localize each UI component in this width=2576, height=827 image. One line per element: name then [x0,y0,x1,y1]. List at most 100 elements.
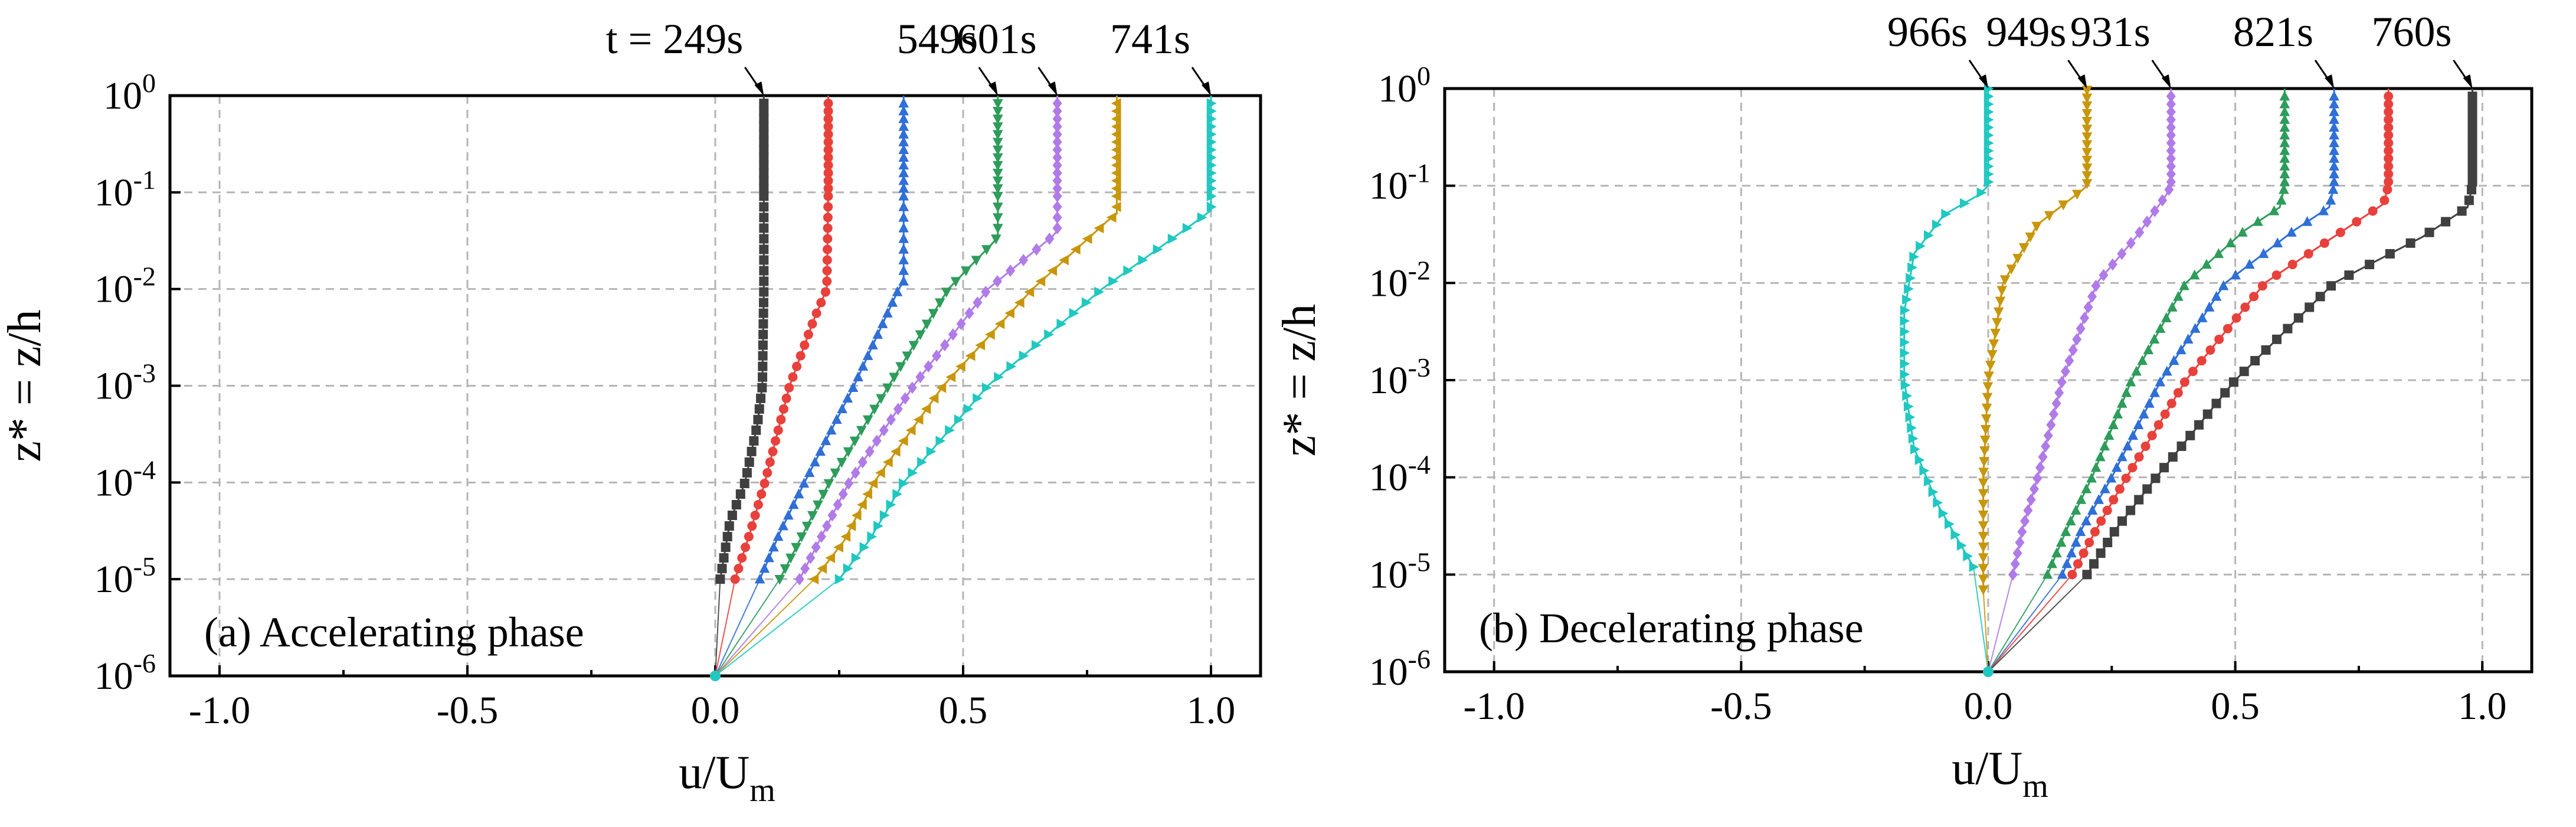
data-point [801,521,813,532]
data-point [1983,145,1994,156]
data-point [2384,107,2394,117]
data-point [788,499,799,509]
data-point [2276,194,2287,205]
data-point [2065,515,2076,525]
data-point [2116,397,2127,408]
data-point [1206,106,1217,117]
data-point [757,383,767,393]
data-point [2223,323,2233,334]
data-point [2365,260,2375,270]
data-point [2188,367,2198,377]
data-point [823,129,833,139]
data-point [2344,270,2354,280]
data-point [807,319,817,329]
data-point [934,298,945,309]
data-point [2467,161,2477,171]
data-point [1052,174,1062,187]
data-point [2138,408,2149,419]
data-point [2143,344,2154,355]
data-point [1978,585,1989,596]
data-point [820,435,832,446]
data-point [993,145,1003,156]
data-point [898,222,909,233]
data-point [2080,312,2090,325]
data-point [2214,334,2224,344]
data-point [2117,247,2127,260]
data-point [759,287,769,297]
y-axis-title: z* = z/h [0,309,51,462]
data-point [2166,121,2176,134]
data-point [1206,129,1217,140]
data-point [1978,478,1989,489]
data-point [2205,345,2215,355]
data-point [2201,259,2212,269]
series-line [734,96,829,580]
data-point [898,136,909,146]
data-point [990,234,1001,245]
data-point [2144,397,2155,408]
data-point [993,213,1003,224]
data-point [1978,510,1989,521]
data-point [1019,254,1029,266]
wall-connector [715,578,736,676]
data-point [2115,484,2125,494]
data-point [2179,280,2189,290]
data-point [842,393,853,403]
data-point [2127,430,2139,440]
data-point [1938,508,1949,519]
data-point [2051,547,2062,558]
data-point [827,509,837,522]
y-tick-label: 10-4 [1369,450,1431,499]
series-t-880s [1988,89,2290,672]
data-point [879,510,890,521]
series-t-966s [1900,83,1994,672]
data-point [898,159,909,170]
data-point [759,168,769,178]
data-point [768,446,778,456]
data-point [823,99,833,109]
data-point [800,340,810,350]
time-arrowhead [1979,74,1988,89]
data-point [1983,161,1994,172]
data-point [2382,185,2392,195]
data-point [2213,248,2224,259]
data-point [984,329,995,340]
data-point [851,553,862,563]
data-point [2109,527,2119,537]
data-point [2166,136,2176,149]
data-point [2166,175,2176,188]
data-point [846,521,856,531]
data-point [2258,248,2269,259]
data-point [730,574,740,584]
data-point [823,191,833,201]
data-point [981,286,991,298]
wall-connector [1988,574,2088,672]
wall-connector [1988,574,2063,672]
data-point [741,542,751,553]
data-point [1111,113,1121,125]
data-point [1950,529,1961,540]
data-point [898,105,909,116]
data-point [757,489,767,499]
series-t-249s [715,96,769,676]
wall-point [1983,666,1994,677]
data-point [778,520,788,531]
data-point [833,498,843,511]
data-point [908,341,919,351]
data-point [2047,558,2057,568]
data-point [2272,237,2283,248]
data-point [940,339,950,352]
data-point [2211,398,2221,408]
data-point [759,114,769,124]
data-point [2107,258,2117,271]
data-point [851,510,862,521]
data-point [803,329,813,339]
data-point [2070,537,2081,547]
data-point [1992,318,2002,328]
data-point [759,191,769,201]
wall-connector [1988,574,2014,672]
data-point [2060,365,2070,378]
data-point [1969,561,1979,573]
data-point [823,176,833,186]
data-point [2048,408,2058,421]
